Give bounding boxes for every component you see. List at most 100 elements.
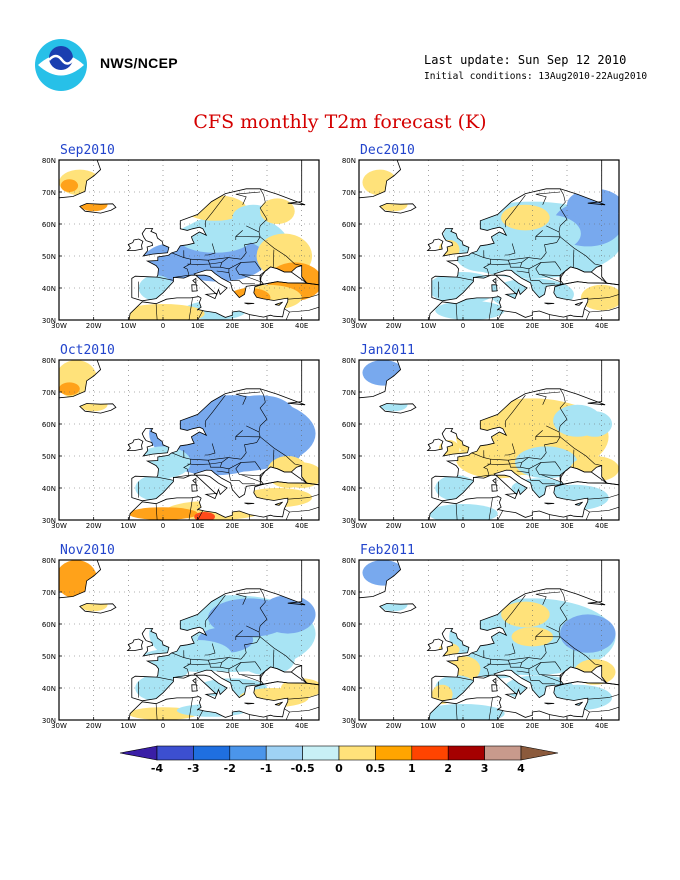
lon-tick-label: 10E	[191, 522, 204, 530]
lat-tick-label: 80N	[342, 157, 356, 165]
lon-tick-label: 0	[161, 322, 165, 330]
page-title: CFS monthly T2m forecast (K)	[193, 111, 487, 133]
colorbar-label: 4	[517, 762, 525, 775]
lon-tick-label: 40E	[295, 522, 308, 530]
lat-tick-label: 50N	[342, 253, 356, 261]
lon-tick-label: 20W	[386, 722, 402, 730]
colorbar-label: 1	[408, 762, 416, 775]
lat-tick-label: 60N	[42, 221, 56, 229]
lon-tick-label: 30W	[351, 722, 367, 730]
panel-title-6: Feb2011	[360, 543, 415, 558]
lat-tick-label: 50N	[342, 653, 356, 661]
lon-tick-label: 10E	[491, 722, 504, 730]
lat-tick-label: 40N	[342, 685, 356, 693]
lon-tick-label: 40E	[595, 522, 608, 530]
panel-title-4: Jan2011	[360, 343, 415, 358]
lon-tick-label: 10E	[491, 322, 504, 330]
lon-tick-label: 30E	[260, 322, 273, 330]
lon-tick-label: 0	[161, 722, 165, 730]
initial-conditions: Initial conditions: 13Aug2010-22Aug2010	[424, 71, 648, 82]
lat-tick-label: 70N	[42, 389, 56, 397]
colorbar-label: 2	[444, 762, 452, 775]
lat-tick-label: 70N	[42, 189, 56, 197]
lon-tick-label: 30E	[260, 722, 273, 730]
lat-tick-label: 80N	[42, 357, 56, 365]
lat-tick-label: 70N	[42, 589, 56, 597]
lat-tick-label: 60N	[42, 621, 56, 629]
lon-tick-label: 10E	[491, 522, 504, 530]
lat-tick-label: 60N	[42, 421, 56, 429]
colorbar-label: -0.5	[291, 762, 315, 775]
colorbar-label: -3	[187, 762, 199, 775]
lat-tick-label: 50N	[342, 453, 356, 461]
lat-tick-label: 40N	[42, 485, 56, 493]
lat-tick-label: 30N	[42, 717, 56, 725]
lon-tick-label: 40E	[295, 722, 308, 730]
lon-tick-label: 30E	[560, 722, 573, 730]
lon-tick-label: 30E	[560, 522, 573, 530]
lon-tick-label: 0	[461, 322, 465, 330]
lon-tick-label: 10W	[120, 722, 136, 730]
lon-tick-label: 30W	[51, 522, 67, 530]
lat-tick-label: 80N	[42, 157, 56, 165]
lon-tick-label: 10W	[120, 522, 136, 530]
lon-tick-label: 20W	[386, 522, 402, 530]
lat-tick-label: 80N	[42, 557, 56, 565]
lon-tick-label: 40E	[295, 322, 308, 330]
agency-name: NWS/NCEP	[100, 55, 178, 71]
lon-tick-label: 10W	[420, 522, 436, 530]
lat-tick-label: 30N	[342, 517, 356, 525]
lon-tick-label: 40E	[595, 722, 608, 730]
panel-title-1: Sep2010	[60, 143, 115, 158]
lat-tick-label: 70N	[342, 389, 356, 397]
lat-tick-label: 40N	[342, 485, 356, 493]
lon-tick-label: 20E	[226, 522, 239, 530]
colorbar: -4 -3 -2 -1 -0.5 0 0.5 1 2 3 4	[119, 745, 559, 775]
lat-tick-label: 70N	[342, 589, 356, 597]
lat-tick-label: 50N	[42, 653, 56, 661]
lon-tick-label: 10W	[420, 722, 436, 730]
panel-title-5: Nov2010	[60, 543, 115, 558]
lat-tick-label: 30N	[342, 317, 356, 325]
lon-tick-label: 40E	[595, 322, 608, 330]
lon-tick-label: 30E	[560, 322, 573, 330]
lat-tick-label: 30N	[42, 517, 56, 525]
lon-tick-label: 30E	[260, 522, 273, 530]
panel-title-3: Oct2010	[60, 343, 115, 358]
last-update: Last update: Sun Sep 12 2010	[424, 53, 627, 67]
colorbar-label: -1	[260, 762, 272, 775]
lat-tick-label: 30N	[342, 717, 356, 725]
lon-tick-label: 0	[461, 722, 465, 730]
lon-tick-label: 0	[461, 522, 465, 530]
lon-tick-label: 20E	[226, 722, 239, 730]
lon-tick-label: 10E	[191, 322, 204, 330]
lon-tick-label: 20E	[526, 322, 539, 330]
lon-tick-label: 20E	[526, 522, 539, 530]
lon-tick-label: 20W	[86, 722, 102, 730]
lat-tick-label: 50N	[42, 253, 56, 261]
lon-tick-label: 20W	[86, 322, 102, 330]
colorbar-label: 0	[335, 762, 343, 775]
lat-tick-label: 60N	[342, 421, 356, 429]
lon-tick-label: 30W	[51, 322, 67, 330]
lon-tick-label: 30W	[351, 322, 367, 330]
lon-tick-label: 20W	[386, 322, 402, 330]
colorbar-label: 0.5	[366, 762, 386, 775]
colorbar-label: -4	[151, 762, 164, 775]
lon-tick-label: 20W	[86, 522, 102, 530]
lat-tick-label: 60N	[342, 621, 356, 629]
lat-tick-label: 60N	[342, 221, 356, 229]
lon-tick-label: 30W	[351, 522, 367, 530]
lat-tick-label: 50N	[42, 453, 56, 461]
lon-tick-label: 30W	[51, 722, 67, 730]
logo	[35, 39, 87, 91]
lon-tick-label: 20E	[526, 722, 539, 730]
lat-tick-label: 40N	[42, 285, 56, 293]
colorbar-label: -2	[224, 762, 236, 775]
lon-tick-label: 10E	[191, 722, 204, 730]
